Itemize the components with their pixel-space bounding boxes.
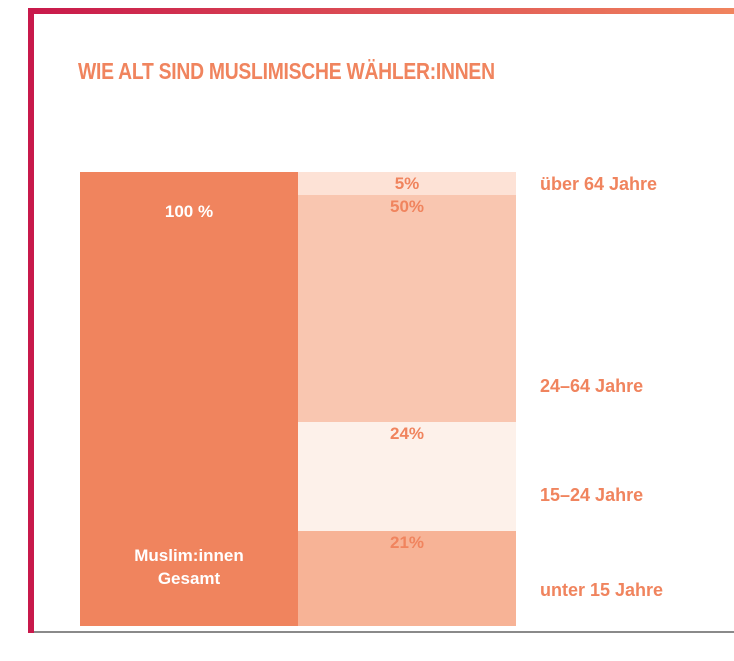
bar-segment <box>298 194 516 422</box>
total-bar <box>80 172 298 626</box>
legend-label: 15–24 Jahre <box>540 484 644 505</box>
top-border <box>28 8 734 14</box>
value-label: 24% <box>389 423 425 443</box>
legend-label: über 64 Jahre <box>540 174 658 194</box>
value-label: 50% <box>389 196 425 216</box>
bar-segment <box>298 530 516 626</box>
left-border <box>28 8 34 633</box>
legend-label: 24–64 Jahre <box>540 375 644 396</box>
value-label: 5% <box>394 174 420 193</box>
bar-segment <box>298 421 516 531</box>
value-label: 21% <box>389 532 425 552</box>
legend-label: unter 15 Jahre <box>540 580 664 600</box>
bottom-border <box>34 631 734 633</box>
chart-title: WIE ALT SIND MUSLIMISCHE WÄHLER:INNEN <box>78 58 495 84</box>
total-label: 100 % <box>164 202 214 221</box>
bar-segment <box>298 172 516 195</box>
total-name: Muslim:innen Gesamt <box>134 546 244 588</box>
